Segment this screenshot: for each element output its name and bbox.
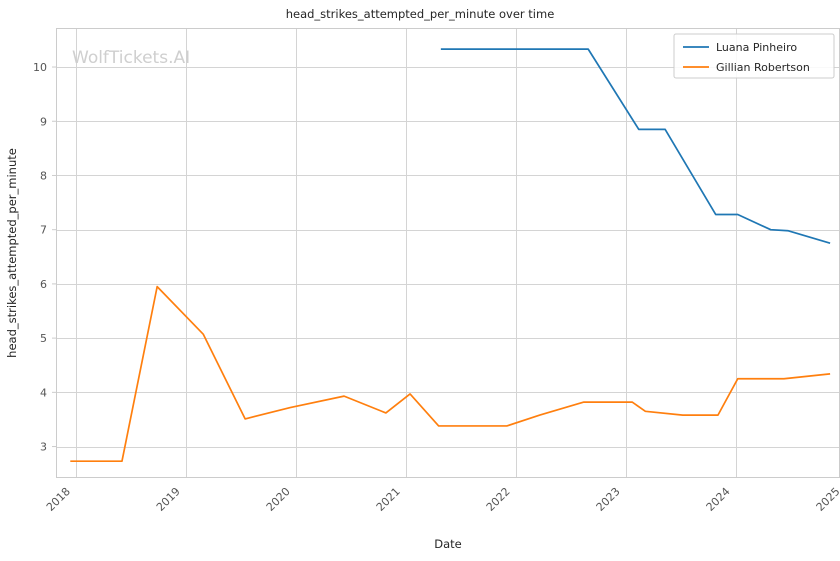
y-tick-label: 8 <box>40 169 47 182</box>
y-tick-label: 7 <box>40 224 47 237</box>
series-line-2 <box>70 285 831 463</box>
series-line-1 <box>440 48 831 245</box>
y-tick-label: 3 <box>40 441 47 454</box>
data-series-group <box>70 48 831 463</box>
y-tick-label: 9 <box>40 115 47 128</box>
y-tick-label: 4 <box>40 386 47 399</box>
plot-area-background <box>56 28 840 478</box>
y-axis-label: head_strikes_attempted_per_minute <box>5 148 19 358</box>
legend-label-2: Gillian Robertson <box>716 61 810 74</box>
watermark-text: WolfTickets.AI <box>72 48 190 68</box>
chart-title: head_strikes_attempted_per_minute over t… <box>286 7 555 21</box>
y-gridlines <box>56 67 840 448</box>
y-tick-label: 10 <box>33 61 47 74</box>
legend-label-1: Luana Pinheiro <box>716 41 797 54</box>
y-tick-label: 6 <box>40 278 47 291</box>
x-gridlines <box>76 28 737 478</box>
x-axis-label: Date <box>434 537 462 551</box>
chart-legend[interactable]: Luana Pinheiro Gillian Robertson <box>673 33 835 79</box>
y-tick-label: 5 <box>40 332 47 345</box>
y-tick-labels: 3 4 5 6 7 8 9 10 <box>33 61 56 454</box>
legend-box <box>673 33 835 79</box>
